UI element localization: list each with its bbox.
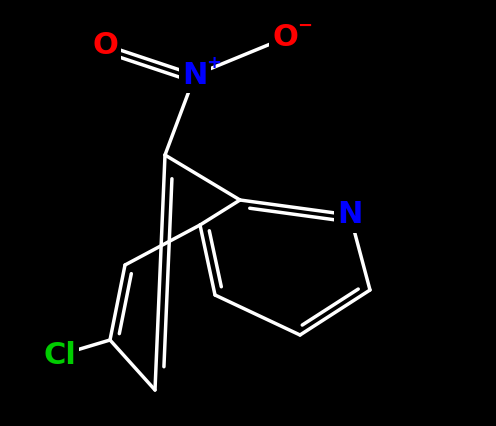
Text: O: O xyxy=(272,23,298,52)
Text: Cl: Cl xyxy=(44,340,76,369)
Text: −: − xyxy=(297,17,312,35)
Text: +: + xyxy=(206,54,221,72)
Text: N: N xyxy=(337,201,363,230)
Text: O: O xyxy=(92,31,118,60)
Text: N: N xyxy=(183,60,208,89)
